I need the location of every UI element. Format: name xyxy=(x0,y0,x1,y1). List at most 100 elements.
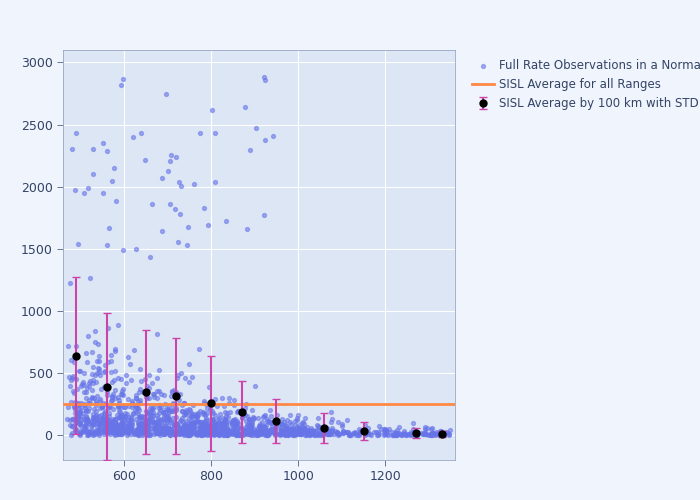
Full Rate Observations in a Normal Point xyxy=(168,418,179,426)
Full Rate Observations in a Normal Point xyxy=(204,426,216,434)
Full Rate Observations in a Normal Point xyxy=(120,412,131,420)
Full Rate Observations in a Normal Point xyxy=(216,420,228,428)
Full Rate Observations in a Normal Point xyxy=(170,430,181,438)
Full Rate Observations in a Normal Point xyxy=(85,418,96,426)
Full Rate Observations in a Normal Point xyxy=(99,366,111,374)
Full Rate Observations in a Normal Point xyxy=(241,426,252,434)
Full Rate Observations in a Normal Point xyxy=(305,424,316,432)
Full Rate Observations in a Normal Point xyxy=(115,414,126,422)
Full Rate Observations in a Normal Point xyxy=(169,430,180,438)
Full Rate Observations in a Normal Point xyxy=(173,396,184,404)
Full Rate Observations in a Normal Point xyxy=(160,423,171,431)
Full Rate Observations in a Normal Point xyxy=(93,418,104,426)
Full Rate Observations in a Normal Point xyxy=(396,431,407,439)
Full Rate Observations in a Normal Point xyxy=(411,430,422,438)
Full Rate Observations in a Normal Point xyxy=(100,424,111,432)
Full Rate Observations in a Normal Point xyxy=(122,424,134,432)
Full Rate Observations in a Normal Point xyxy=(176,426,187,434)
Full Rate Observations in a Normal Point xyxy=(213,418,224,426)
Full Rate Observations in a Normal Point xyxy=(153,429,164,437)
Full Rate Observations in a Normal Point xyxy=(133,422,144,430)
Full Rate Observations in a Normal Point xyxy=(389,430,400,438)
Full Rate Observations in a Normal Point xyxy=(207,416,218,424)
Full Rate Observations in a Normal Point xyxy=(179,408,190,416)
Full Rate Observations in a Normal Point xyxy=(73,408,84,416)
Full Rate Observations in a Normal Point xyxy=(337,428,349,436)
Full Rate Observations in a Normal Point xyxy=(258,426,270,434)
Full Rate Observations in a Normal Point xyxy=(265,428,276,436)
Full Rate Observations in a Normal Point xyxy=(379,430,391,438)
Full Rate Observations in a Normal Point xyxy=(237,412,248,420)
Full Rate Observations in a Normal Point xyxy=(139,376,150,384)
Full Rate Observations in a Normal Point xyxy=(76,400,87,407)
Full Rate Observations in a Normal Point xyxy=(270,416,281,424)
Full Rate Observations in a Normal Point xyxy=(93,426,104,434)
Full Rate Observations in a Normal Point xyxy=(282,426,293,434)
Full Rate Observations in a Normal Point xyxy=(203,425,214,433)
Full Rate Observations in a Normal Point xyxy=(253,430,265,438)
Full Rate Observations in a Normal Point xyxy=(176,401,188,409)
Full Rate Observations in a Normal Point xyxy=(368,428,379,436)
Full Rate Observations in a Normal Point xyxy=(195,420,206,428)
Full Rate Observations in a Normal Point xyxy=(72,240,83,248)
Full Rate Observations in a Normal Point xyxy=(263,418,274,426)
Full Rate Observations in a Normal Point xyxy=(293,424,304,432)
Full Rate Observations in a Normal Point xyxy=(148,408,159,416)
Full Rate Observations in a Normal Point xyxy=(190,410,201,418)
Full Rate Observations in a Normal Point xyxy=(144,420,155,428)
Full Rate Observations in a Normal Point xyxy=(116,418,127,426)
Full Rate Observations in a Normal Point xyxy=(118,424,130,432)
Full Rate Observations in a Normal Point xyxy=(230,429,241,437)
Full Rate Observations in a Normal Point xyxy=(122,424,133,432)
Full Rate Observations in a Normal Point xyxy=(186,425,197,433)
Full Rate Observations in a Normal Point xyxy=(151,394,162,402)
Full Rate Observations in a Normal Point xyxy=(232,419,244,427)
Full Rate Observations in a Normal Point xyxy=(228,422,239,430)
Full Rate Observations in a Normal Point xyxy=(363,430,374,438)
Full Rate Observations in a Normal Point xyxy=(176,182,187,190)
Full Rate Observations in a Normal Point xyxy=(206,106,218,114)
Full Rate Observations in a Normal Point xyxy=(148,430,160,438)
Full Rate Observations in a Normal Point xyxy=(158,392,169,400)
Full Rate Observations in a Normal Point xyxy=(188,180,199,188)
Full Rate Observations in a Normal Point xyxy=(117,385,128,393)
Full Rate Observations in a Normal Point xyxy=(132,431,144,439)
Full Rate Observations in a Normal Point xyxy=(99,421,111,429)
Full Rate Observations in a Normal Point xyxy=(271,419,282,427)
Full Rate Observations in a Normal Point xyxy=(77,428,88,436)
Full Rate Observations in a Normal Point xyxy=(229,415,240,423)
Full Rate Observations in a Normal Point xyxy=(399,427,410,435)
Full Rate Observations in a Normal Point xyxy=(107,390,118,398)
Full Rate Observations in a Normal Point xyxy=(261,422,272,430)
Full Rate Observations in a Normal Point xyxy=(183,431,194,439)
Full Rate Observations in a Normal Point xyxy=(171,406,182,414)
Full Rate Observations in a Normal Point xyxy=(416,429,427,437)
Full Rate Observations in a Normal Point xyxy=(321,428,332,436)
Full Rate Observations in a Normal Point xyxy=(258,413,269,421)
Full Rate Observations in a Normal Point xyxy=(182,430,193,438)
Full Rate Observations in a Normal Point xyxy=(326,430,337,438)
Full Rate Observations in a Normal Point xyxy=(68,403,79,411)
Full Rate Observations in a Normal Point xyxy=(295,430,307,438)
Full Rate Observations in a Normal Point xyxy=(266,424,277,432)
Full Rate Observations in a Normal Point xyxy=(290,426,302,434)
Full Rate Observations in a Normal Point xyxy=(216,420,228,428)
Full Rate Observations in a Normal Point xyxy=(74,430,85,438)
Full Rate Observations in a Normal Point xyxy=(74,420,85,428)
Full Rate Observations in a Normal Point xyxy=(143,416,154,424)
Full Rate Observations in a Normal Point xyxy=(326,408,337,416)
Full Rate Observations in a Normal Point xyxy=(417,430,428,438)
Full Rate Observations in a Normal Point xyxy=(71,128,82,136)
Full Rate Observations in a Normal Point xyxy=(84,399,95,407)
Full Rate Observations in a Normal Point xyxy=(127,399,138,407)
Full Rate Observations in a Normal Point xyxy=(180,416,191,424)
Full Rate Observations in a Normal Point xyxy=(202,423,214,431)
Full Rate Observations in a Normal Point xyxy=(186,372,197,380)
Full Rate Observations in a Normal Point xyxy=(199,399,210,407)
Full Rate Observations in a Normal Point xyxy=(184,430,195,438)
Full Rate Observations in a Normal Point xyxy=(195,407,206,415)
Full Rate Observations in a Normal Point xyxy=(178,431,189,439)
Full Rate Observations in a Normal Point xyxy=(294,424,305,432)
Full Rate Observations in a Normal Point xyxy=(126,424,137,432)
Full Rate Observations in a Normal Point xyxy=(185,408,196,416)
